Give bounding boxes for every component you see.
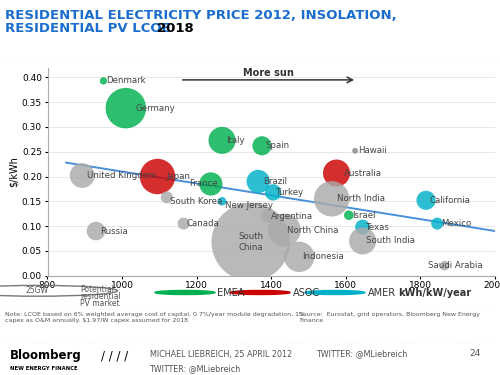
Point: [122, 105, 130, 111]
Text: residential: residential: [80, 292, 121, 301]
Text: PV market: PV market: [80, 298, 120, 307]
Text: 25GW: 25GW: [26, 286, 49, 296]
Text: Indonesia: Indonesia: [302, 252, 344, 261]
Point: [180, 220, 188, 226]
Point: [163, 194, 171, 200]
Point: [328, 196, 336, 202]
Text: ASOC: ASOC: [292, 288, 320, 297]
Point: [433, 220, 441, 226]
Point: [264, 213, 272, 219]
Text: North India: North India: [336, 194, 384, 203]
Point: [440, 263, 448, 269]
Text: Australia: Australia: [344, 168, 382, 177]
Text: TWITTER: @MLiebreich: TWITTER: @MLiebreich: [316, 350, 408, 358]
Text: AMER: AMER: [368, 288, 396, 297]
Text: MICHAEL LIEBREICH, 25 APRIL 2012: MICHAEL LIEBREICH, 25 APRIL 2012: [150, 350, 292, 358]
Point: [422, 197, 430, 203]
Text: United Kingdom: United Kingdom: [86, 171, 156, 180]
Text: New Jersey: New Jersey: [224, 201, 272, 210]
Point: [358, 224, 366, 230]
Text: Saudi Arabia: Saudi Arabia: [428, 261, 482, 270]
Point: [295, 254, 303, 260]
Text: kWh/kW/year: kWh/kW/year: [398, 288, 471, 297]
Text: South Korea: South Korea: [170, 197, 222, 206]
Circle shape: [230, 291, 290, 294]
Text: Spain: Spain: [266, 141, 290, 150]
Text: More sun: More sun: [243, 68, 294, 78]
Text: Texas: Texas: [366, 223, 390, 231]
Text: Japan: Japan: [166, 172, 190, 181]
Point: [332, 170, 340, 176]
Text: Potential: Potential: [80, 285, 114, 294]
Point: [258, 143, 266, 149]
Text: Canada: Canada: [186, 219, 220, 228]
Point: [351, 148, 359, 154]
Text: Mexico: Mexico: [441, 219, 471, 228]
Text: RESIDENTIAL PV LCOE: RESIDENTIAL PV LCOE: [5, 22, 175, 36]
Text: Denmark: Denmark: [106, 76, 146, 86]
Text: Hawaii: Hawaii: [358, 146, 387, 155]
Text: RESIDENTIAL ELECTRICITY PRICE 2012, INSOLATION,: RESIDENTIAL ELECTRICITY PRICE 2012, INSO…: [5, 9, 397, 22]
Y-axis label: $/kWh: $/kWh: [9, 156, 19, 187]
Point: [254, 178, 262, 184]
Point: [269, 189, 277, 195]
Text: Argentina: Argentina: [270, 211, 312, 220]
Point: [280, 227, 288, 233]
Circle shape: [155, 291, 215, 294]
Point: [154, 174, 162, 180]
Text: Russia: Russia: [100, 226, 128, 236]
Circle shape: [305, 291, 365, 294]
Text: Note: LCOE based on 6% weighted average cost of capital, 0.7%/year module degrad: Note: LCOE based on 6% weighted average …: [5, 312, 305, 323]
Text: NEW ENERGY FINANCE: NEW ENERGY FINANCE: [10, 366, 78, 371]
Point: [246, 239, 254, 245]
Text: Israel: Israel: [352, 211, 376, 220]
Point: [92, 228, 100, 234]
Text: South India: South India: [366, 237, 416, 246]
Text: TWITTER: @MLiebreich: TWITTER: @MLiebreich: [150, 364, 241, 373]
Point: [345, 212, 353, 218]
Text: / / / /: / / / /: [100, 350, 128, 363]
Text: Source:  Eurostat, grid operators, Bloomberg New Energy
Finance: Source: Eurostat, grid operators, Bloomb…: [299, 312, 480, 323]
Text: Turkey: Turkey: [276, 188, 304, 197]
Point: [218, 198, 226, 204]
Text: 24: 24: [469, 350, 480, 358]
Text: 2018: 2018: [158, 22, 194, 36]
Point: [358, 238, 366, 244]
Point: [78, 172, 86, 178]
Text: France: France: [189, 180, 218, 189]
Point: [100, 78, 108, 84]
Text: North China: North China: [288, 225, 339, 234]
Text: Germany: Germany: [135, 104, 175, 112]
Text: Bloomberg: Bloomberg: [10, 350, 82, 363]
Text: Italy: Italy: [226, 136, 244, 145]
Point: [218, 137, 226, 143]
Text: South
China: South China: [238, 232, 264, 252]
Point: [207, 181, 215, 187]
Text: Brazil: Brazil: [263, 177, 287, 186]
Text: California: California: [430, 196, 470, 205]
Text: EMEA: EMEA: [218, 288, 245, 297]
